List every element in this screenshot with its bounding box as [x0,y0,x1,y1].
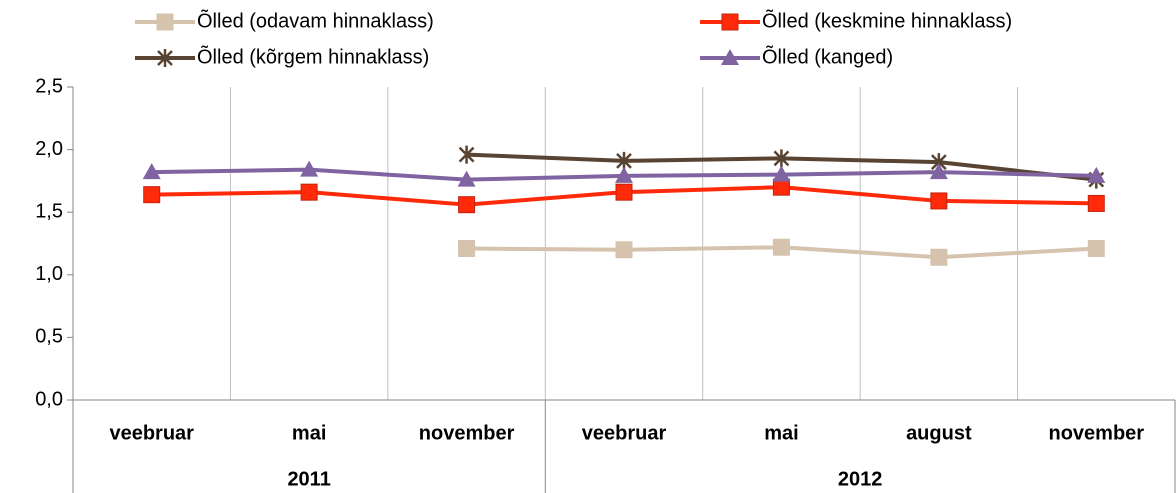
point [457,170,476,187]
legend-label: Õlled (odavam hinnaklass) [197,8,434,32]
point [1087,194,1105,212]
x-tick-label: mai [764,422,798,444]
legend-marker [721,49,739,65]
point [458,196,476,214]
legend-marker [157,49,173,67]
x-tick-label: november [419,422,515,444]
y-tick-label: 0,5 [35,326,63,348]
group-label: 2012 [838,468,883,490]
point [930,248,948,266]
y-tick-label: 0,0 [35,388,63,410]
x-tick-label: veebruar [582,422,667,444]
x-tick-label: november [1048,422,1144,444]
x-tick-label: veebruar [109,422,194,444]
y-tick-label: 2,0 [35,138,63,160]
group-label: 2011 [287,468,330,490]
point [1087,240,1105,258]
x-tick-label: august [906,422,972,444]
point [615,166,633,183]
point [615,183,633,201]
point [143,186,161,204]
y-tick-label: 1,0 [35,263,63,285]
point [773,149,790,168]
y-tick-label: 2,5 [35,75,63,97]
legend-marker [721,13,739,31]
point [929,163,948,180]
point [142,163,161,180]
x-tick-label: mai [292,422,326,444]
point [772,165,791,182]
point [930,192,948,210]
point [615,241,633,259]
point [772,238,790,256]
legend-marker [156,13,174,31]
point [300,160,319,177]
legend-label: Õlled (keskmine hinnaklass) [762,8,1012,32]
legend-label: Õlled (kõrgem hinnaklass) [197,44,429,68]
point [616,151,632,170]
point [458,145,475,164]
point [1087,166,1106,183]
point [300,183,318,201]
y-tick-label: 1,5 [35,200,63,222]
point [458,240,476,258]
legend-label: Õlled (kanged) [762,44,893,68]
